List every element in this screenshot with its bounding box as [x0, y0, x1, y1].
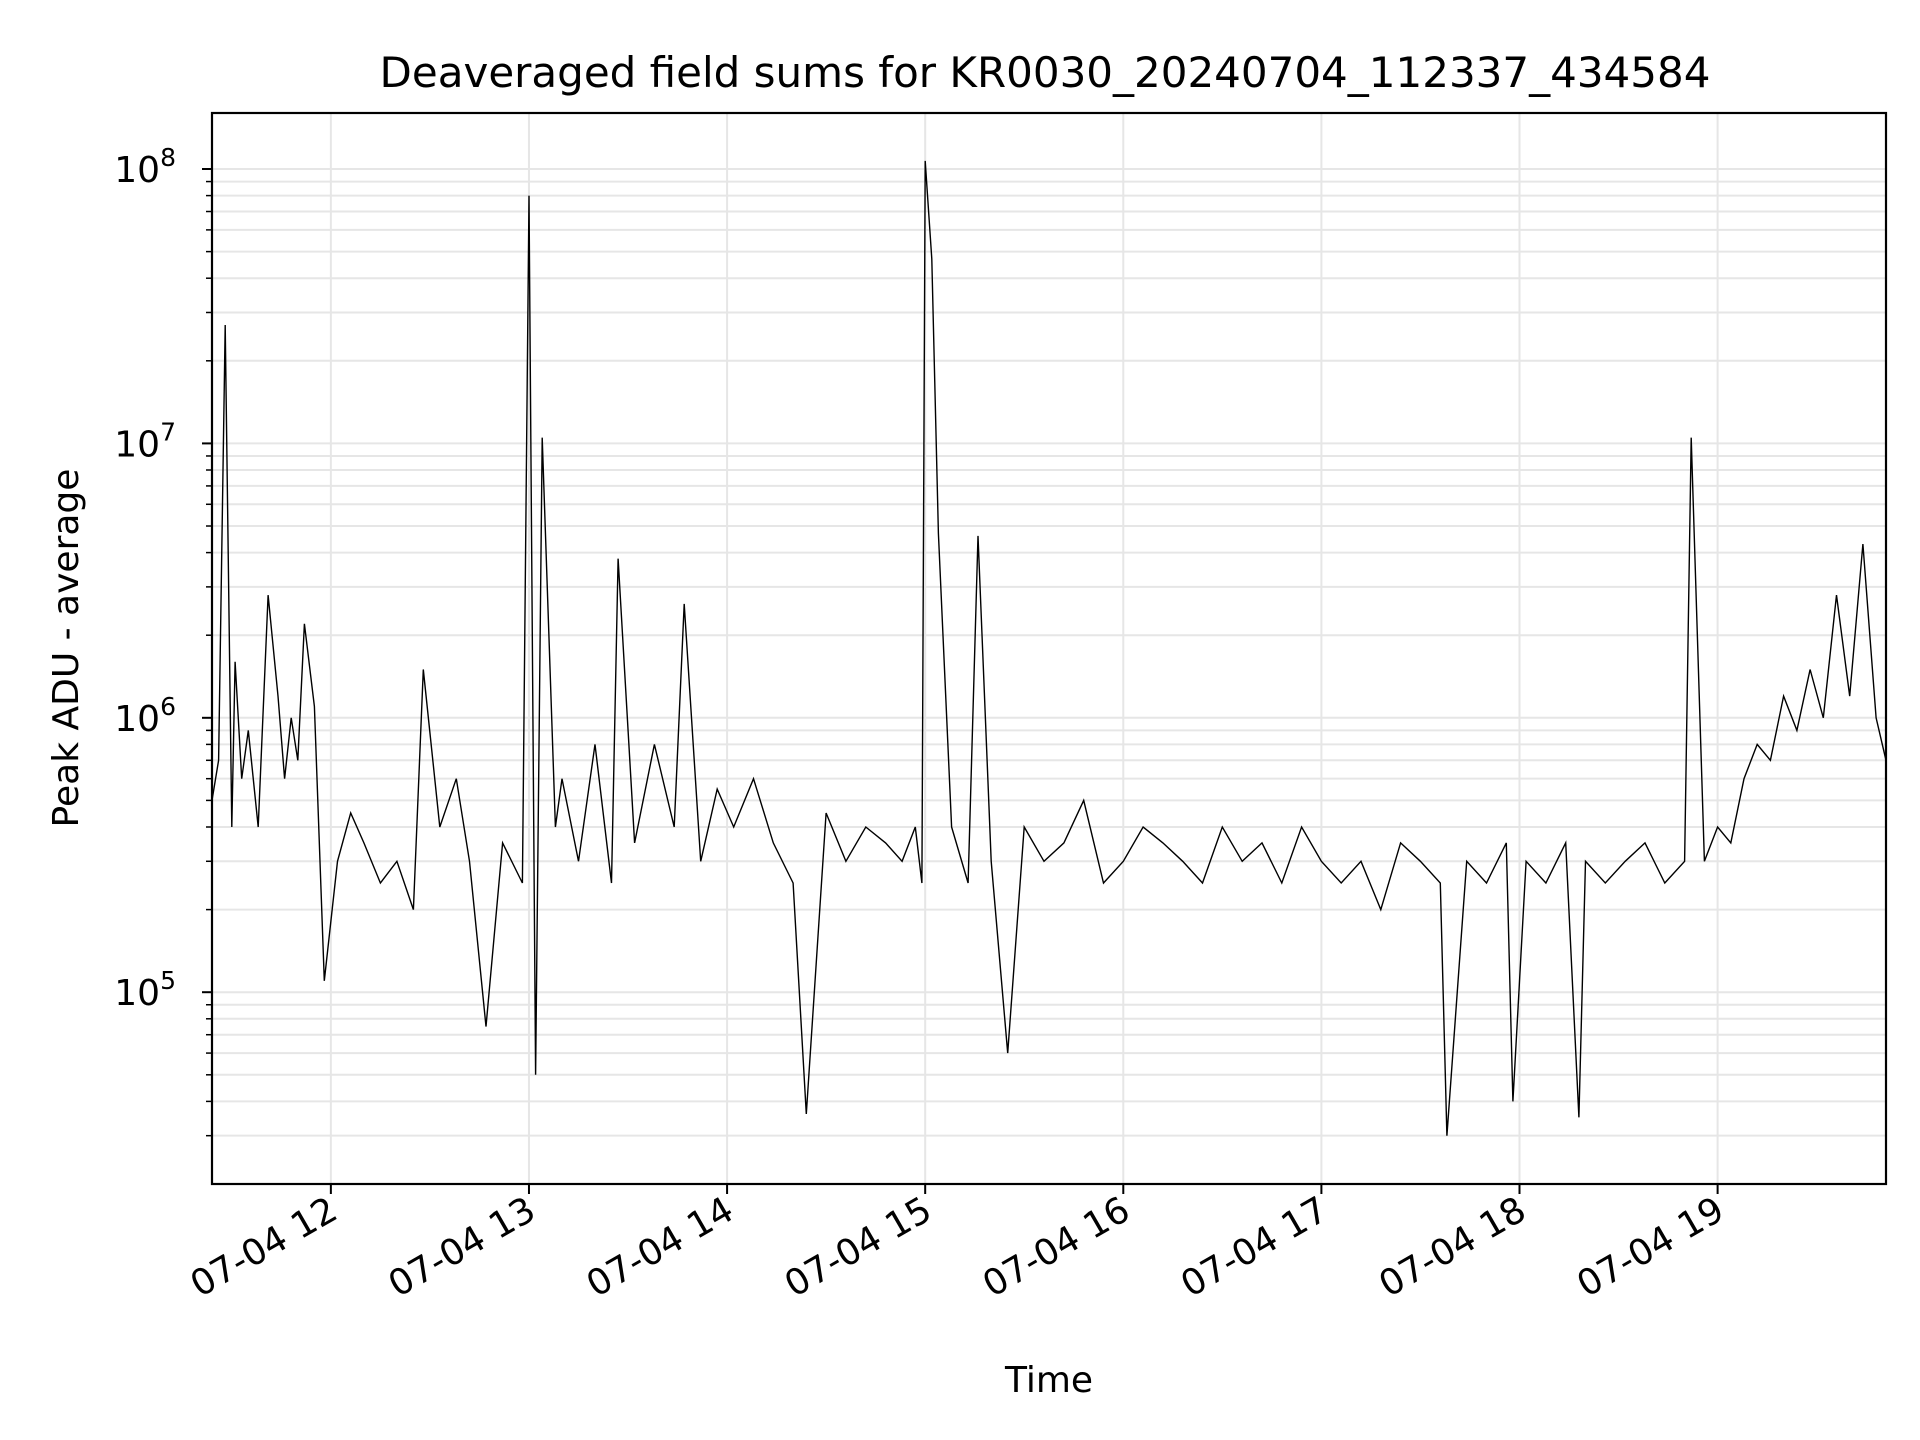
x-axis-label: Time: [1004, 1360, 1093, 1401]
chart-title: Deaveraged field sums for KR0030_2024070…: [380, 48, 1711, 97]
y-tick-label: 106: [114, 692, 176, 740]
series-line: [211, 160, 1887, 1136]
y-axis: 105 106 107 108: [114, 143, 212, 1137]
plot-frame: [210, 111, 1888, 1186]
grid: [212, 113, 1886, 1184]
y-tick-label: 108: [114, 143, 176, 191]
series-layer: [211, 160, 1887, 1136]
y-tick-label: 107: [114, 417, 176, 465]
y-tick-label: 105: [114, 966, 176, 1014]
y-axis-label: Peak ADU - average: [46, 469, 87, 828]
